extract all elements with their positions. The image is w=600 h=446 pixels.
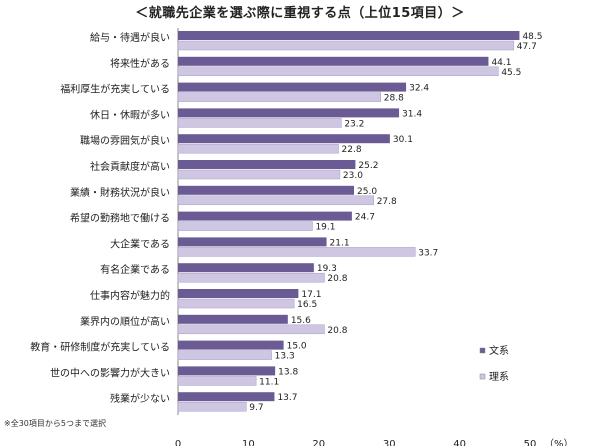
data-label: 9.7	[249, 403, 263, 413]
bar-series-1	[178, 314, 288, 324]
data-label: 15.0	[287, 342, 307, 352]
category-label: 世の中への影響力が大きい	[50, 366, 170, 379]
data-label: 23.0	[343, 171, 363, 181]
x-tick-label: 10	[242, 439, 255, 446]
data-label: 13.3	[275, 352, 295, 362]
bar-series-1	[178, 366, 276, 376]
bar-series-1	[178, 392, 275, 402]
category-label: 業績・財務状況が良い	[70, 186, 170, 199]
bar-series-2	[177, 221, 313, 231]
bar-series-1	[178, 82, 407, 92]
legend-swatch	[479, 347, 486, 354]
data-label: 11.1	[259, 377, 279, 387]
data-label: 25.0	[357, 187, 377, 197]
bar-series-2	[177, 118, 342, 128]
data-label: 25.2	[358, 161, 378, 171]
footnote: ※全30項目から5つまで選択	[4, 419, 106, 428]
category-label: 福利厚生が充実している	[60, 83, 170, 96]
data-label: 13.7	[277, 393, 297, 403]
category-label: 希望の勤務地で働ける	[70, 212, 170, 225]
x-tick-label: 30	[383, 439, 396, 446]
legend-label: 文系	[489, 344, 509, 357]
data-label: 31.4	[402, 109, 422, 119]
bar-series-2	[177, 66, 499, 77]
bar-series-1	[178, 237, 327, 247]
bar-series-1	[178, 56, 489, 66]
data-label: 13.8	[278, 367, 298, 377]
category-label: 給与・待遇が良い	[90, 31, 170, 44]
data-label: 45.5	[501, 68, 521, 78]
bar-series-2	[177, 298, 295, 309]
category-label: 将来性がある	[110, 57, 170, 70]
bar-series-2	[177, 169, 341, 180]
legend-swatch	[479, 373, 486, 380]
category-label: 大企業である	[110, 237, 170, 250]
data-label: 28.8	[384, 94, 404, 104]
legend-label: 理系	[489, 371, 509, 383]
bar-series-2	[177, 324, 325, 335]
category-label: 業界内の順位が高い	[80, 315, 170, 328]
data-label: 30.1	[393, 135, 413, 145]
bar-series-1	[178, 31, 520, 40]
category-label: 社会貢献度が高い	[90, 160, 170, 173]
bar-series-2	[177, 247, 416, 257]
category-label: 休日・休暇が多い	[90, 108, 170, 121]
chart-title: ＜就職先企業を選ぶ際に重視する点（上位15項目）＞	[135, 6, 465, 21]
bar-series-1	[178, 263, 314, 273]
data-label: 48.5	[522, 32, 542, 42]
bar-series-2	[177, 195, 374, 206]
category-label: 仕事内容が魅力的	[90, 289, 170, 302]
data-label: 20.8	[327, 326, 347, 336]
data-label: 27.8	[377, 197, 397, 207]
category-label: 残業が少ない	[110, 392, 170, 405]
x-tick-label: 0	[175, 439, 181, 446]
x-tick-label: 40	[453, 439, 466, 446]
data-label: 19.1	[315, 223, 335, 233]
data-label: 44.1	[491, 58, 511, 68]
data-label: 23.2	[344, 119, 364, 129]
bar-series-2	[177, 143, 339, 154]
bar-series-1	[178, 289, 299, 298]
x-tick-label: 50	[524, 439, 537, 446]
bar-series-1	[178, 340, 284, 350]
data-label: 17.1	[301, 290, 321, 300]
data-label: 16.5	[297, 300, 317, 310]
data-label: 19.3	[317, 264, 337, 274]
bar-series-1	[178, 185, 354, 195]
bar-series-2	[177, 272, 325, 283]
data-label: 15.6	[291, 316, 311, 326]
bar-series-1	[178, 160, 356, 169]
data-label: 20.8	[327, 274, 347, 284]
data-label: 33.7	[418, 248, 438, 258]
category-label: 職場の雰囲気が良い	[80, 134, 170, 147]
data-label: 32.4	[409, 84, 429, 94]
category-label: 教育・研修制度が充実している	[30, 341, 170, 354]
data-label: 24.7	[355, 213, 375, 223]
bar-series-2	[177, 40, 515, 51]
bar-series-1	[178, 108, 400, 118]
bar-series-2	[177, 350, 272, 360]
x-tick-label: 20	[312, 439, 325, 446]
data-label: 47.7	[517, 42, 537, 52]
x-unit-label: （%）	[544, 438, 574, 446]
bar-series-1	[178, 134, 390, 144]
bar-series-2	[177, 401, 247, 412]
bar-series-2	[177, 92, 382, 102]
category-label: 有名企業である	[100, 263, 170, 276]
bar-series-1	[178, 211, 352, 221]
bar-series-2	[177, 376, 257, 386]
data-label: 22.8	[342, 145, 362, 155]
data-label: 21.1	[330, 238, 350, 248]
